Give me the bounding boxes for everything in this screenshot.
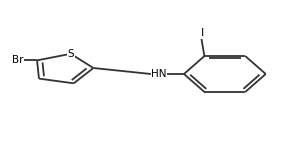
Text: HN: HN — [151, 69, 167, 79]
Text: I: I — [201, 28, 205, 38]
Text: S: S — [67, 49, 74, 59]
Text: Br: Br — [12, 55, 24, 65]
